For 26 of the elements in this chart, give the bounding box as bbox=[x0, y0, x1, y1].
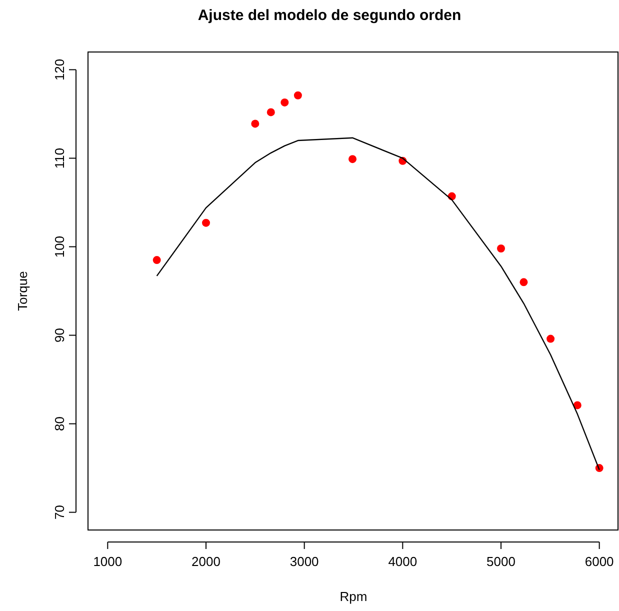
x-tick-label: 3000 bbox=[290, 554, 319, 569]
point bbox=[152, 256, 161, 264]
x-tick-label: 4000 bbox=[388, 554, 418, 569]
point bbox=[202, 218, 210, 227]
x-axis-title: Rpm bbox=[340, 589, 368, 604]
point bbox=[280, 98, 289, 106]
point bbox=[546, 334, 555, 343]
y-axis-title: Torque bbox=[15, 271, 30, 311]
point bbox=[573, 401, 582, 410]
chart-title: Ajuste del modelo de segundo orden bbox=[198, 7, 462, 24]
x-tick-label: 2000 bbox=[192, 554, 220, 569]
point bbox=[294, 91, 302, 100]
point bbox=[520, 278, 528, 286]
x-tick-label: 5000 bbox=[486, 554, 516, 569]
y-tick-label: 80 bbox=[52, 416, 67, 432]
y-tick-label: 100 bbox=[52, 236, 67, 258]
y-tick-label: 110 bbox=[52, 148, 67, 169]
point bbox=[266, 108, 275, 116]
point bbox=[348, 155, 357, 164]
point bbox=[497, 244, 505, 253]
y-tick-label: 120 bbox=[52, 58, 67, 81]
point bbox=[251, 120, 260, 128]
x-tick-label: 6000 bbox=[584, 554, 614, 569]
x-tick-label: 1000 bbox=[93, 554, 122, 569]
y-tick-label: 90 bbox=[52, 328, 67, 342]
y-tick-label: 70 bbox=[52, 505, 67, 520]
